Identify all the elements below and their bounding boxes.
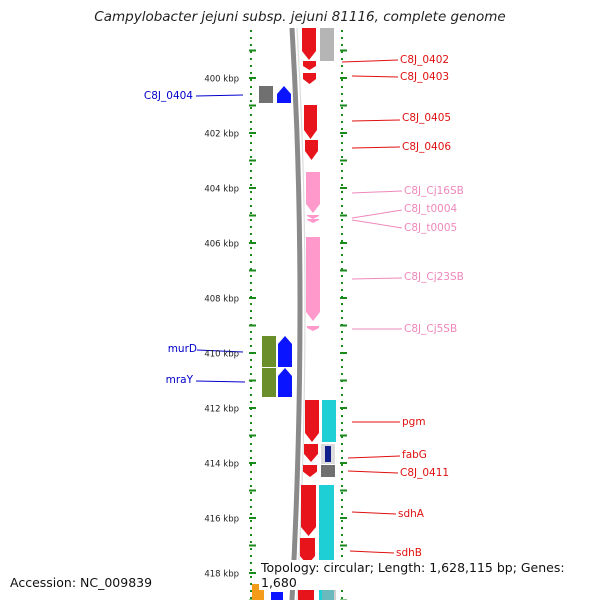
axis-label-418: 418 kbp <box>204 570 239 580</box>
gene-arrow-c8j-0404[interactable] <box>277 86 291 103</box>
backbone-inner-arc <box>296 27 306 600</box>
leader-line-c8j-0405 <box>351 119 401 122</box>
gene-label-c8j-0406[interactable]: C8J_0406 <box>402 141 451 153</box>
gene-label-c8j-t0004[interactable]: C8J_t0004 <box>404 203 458 215</box>
axis-label-404: 404 kbp <box>204 185 239 195</box>
accession-text: Accession: NC_009839 <box>8 575 155 590</box>
leader-line-c8j-0406 <box>351 146 401 149</box>
gene-arrow-c8j-0411[interactable] <box>303 465 317 477</box>
feature-tracks[interactable] <box>252 28 336 600</box>
backbone-track <box>289 27 306 600</box>
gene-arrow-sdha[interactable] <box>301 485 316 536</box>
leader-line-c8j-0403 <box>351 75 399 78</box>
gene-label-mray[interactable]: mraY <box>166 374 194 386</box>
leader-line-sdhb <box>349 550 395 554</box>
leader-line-c8j-0411 <box>347 470 399 474</box>
gene-arrow-sdhb[interactable] <box>300 538 315 565</box>
rna-arrow-c8j-cj5sb[interactable] <box>307 326 319 331</box>
leader-line-c8j-0402 <box>341 59 399 63</box>
gene-arrow-bottom-blue[interactable] <box>271 592 283 600</box>
gene-arrow-murd[interactable] <box>278 336 292 367</box>
gene-label-sdhb[interactable]: sdhB <box>396 547 422 559</box>
gene-labels[interactable]: C8J_0402 C8J_0403 C8J_0404 C8J_0405 C8J_0406… <box>144 54 464 559</box>
leader-line-sdha <box>351 511 397 515</box>
gene-label-pgm[interactable]: pgm <box>402 416 426 428</box>
gene-label-c8j-cj5sb[interactable]: C8J_Cj5SB <box>404 323 457 335</box>
gene-label-c8j-cj16sb[interactable]: C8J_Cj16SB <box>404 185 464 197</box>
leader-line-c8j-cj16sb <box>351 190 403 194</box>
axis-label-408: 408 kbp <box>204 295 239 305</box>
map-title: Campylobacter jejuni subsp. jejuni 81116… <box>94 9 506 25</box>
axis-label-416: 416 kbp <box>204 515 239 525</box>
rna-arrow-c8j-cj23sb[interactable] <box>306 237 320 321</box>
axis-label-400: 400 kbp <box>204 75 239 85</box>
gene-arrow-mray[interactable] <box>278 368 292 397</box>
cog-box-c8j-0404[interactable] <box>259 86 273 103</box>
cog-box-mray[interactable] <box>262 368 276 397</box>
gene-arrow-c8j-0402[interactable] <box>302 28 316 60</box>
gene-label-c8j-cj23sb[interactable]: C8J_Cj23SB <box>404 271 464 283</box>
cog-box-murd[interactable] <box>262 336 276 367</box>
gene-label-fabg[interactable]: fabG <box>402 449 427 461</box>
leader-line-c8j-t0005 <box>351 219 403 229</box>
gene-label-c8j-0404[interactable]: C8J_0404 <box>144 90 193 102</box>
gene-arrow-c8j-0406[interactable] <box>305 140 318 160</box>
leader-line-c8j-cj23sb <box>351 277 403 280</box>
leader-line-c8j-t0004 <box>351 209 403 219</box>
leader-line-murd <box>196 349 244 353</box>
kbp-axis-labels: 400 kbp 402 kbp 404 kbp 406 kbp 408 kbp 410 k… <box>204 75 239 580</box>
axis-label-414: 414 kbp <box>204 460 239 470</box>
cog-box-c8j-0411[interactable] <box>321 465 335 477</box>
gene-arrow-c8j-0402b[interactable] <box>303 61 316 70</box>
rna-arrow-c8j-cj16sb[interactable] <box>306 172 320 213</box>
gene-arrow-fabg[interactable] <box>304 444 318 462</box>
gene-label-murd[interactable]: murD <box>168 343 197 355</box>
gene-label-c8j-0405[interactable]: C8J_0405 <box>402 112 451 124</box>
cog-box-c8j-0402[interactable] <box>320 28 334 61</box>
cog-box-fabg[interactable] <box>325 446 331 462</box>
gene-label-sdha[interactable]: sdhA <box>398 508 425 520</box>
backbone-arc <box>289 27 303 600</box>
axis-label-402: 402 kbp <box>204 130 239 140</box>
gene-label-c8j-0411[interactable]: C8J_0411 <box>400 467 449 479</box>
topology-text: Topology: circular; Length: 1,628,115 bp… <box>259 560 600 590</box>
axis-label-412: 412 kbp <box>204 405 239 415</box>
leader-line-c8j-0404 <box>195 94 244 97</box>
gene-label-c8j-0402[interactable]: C8J_0402 <box>400 54 449 66</box>
axis-label-406: 406 kbp <box>204 240 239 250</box>
cog-box-pgm[interactable] <box>322 400 336 442</box>
leader-line-mray <box>195 380 246 383</box>
gene-arrow-c8j-0405[interactable] <box>304 105 317 139</box>
leader-line-fabg <box>347 455 401 459</box>
gene-arrow-pgm[interactable] <box>305 400 319 442</box>
rna-arrow-c8j-t0005[interactable] <box>307 219 319 223</box>
gene-label-c8j-0403[interactable]: C8J_0403 <box>400 71 449 83</box>
rna-arrow-c8j-t0004[interactable] <box>307 215 319 219</box>
axis-label-410: 410 kbp <box>204 350 239 360</box>
gene-arrow-c8j-0403[interactable] <box>303 73 316 84</box>
gene-label-c8j-t0005[interactable]: C8J_t0005 <box>404 222 457 234</box>
ruler-ticks <box>249 30 347 600</box>
